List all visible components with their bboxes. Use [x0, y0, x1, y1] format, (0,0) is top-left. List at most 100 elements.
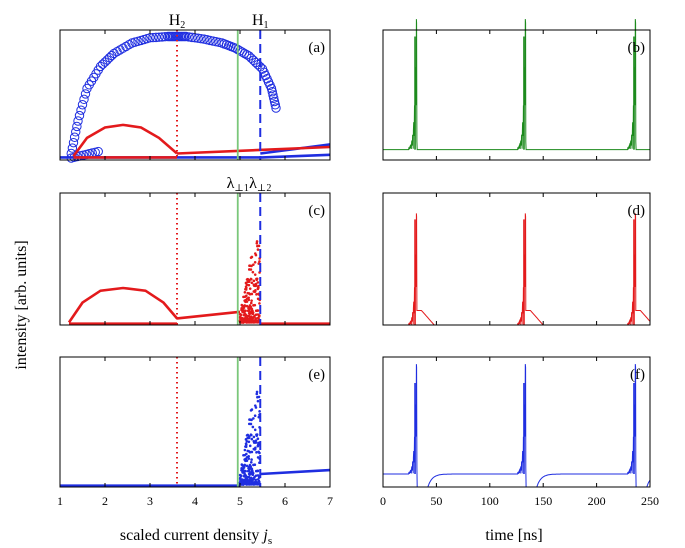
x-tick-label-e-0: 1: [57, 494, 63, 508]
orbit-circle: [67, 143, 78, 153]
panel-label-f: (f): [630, 367, 645, 383]
cloud-dot: [245, 440, 249, 443]
cloud-dot: [243, 314, 247, 317]
cloud-dot: [244, 309, 247, 313]
cloud-dot: [243, 472, 246, 476]
cloud-dot: [251, 425, 255, 429]
cloud-dot: [256, 395, 259, 399]
marker-label-sub-lambda_perp2: ⊥2: [257, 183, 271, 194]
cloud-dot: [250, 299, 253, 302]
orbit-circle: [68, 137, 79, 148]
x-axis-label-left-main: scaled current density: [120, 527, 264, 544]
marker-label-a-H1: H1: [252, 12, 269, 31]
cloud-dot: [250, 277, 253, 281]
cloud-dot: [257, 479, 261, 483]
cloud-dot: [248, 444, 252, 448]
cloud-dot: [255, 277, 258, 281]
cloud-dot: [253, 414, 257, 418]
x-tick-label-e-6: 7: [327, 494, 333, 508]
orbit-circle: [269, 93, 279, 103]
x-axis-label-left-var: j: [261, 527, 268, 544]
cloud-dot: [241, 310, 244, 314]
cloud-dot: [252, 435, 256, 439]
branch-red_line: [176, 310, 241, 320]
cloud-dot: [241, 319, 244, 322]
cloud-dot: [243, 448, 247, 452]
orbit-circle: [193, 33, 203, 43]
x-tick-label-e-3: 4: [192, 494, 198, 508]
cloud-dot: [250, 408, 254, 411]
cloud-dot: [254, 313, 258, 316]
orbit-circle: [268, 90, 278, 100]
cloud-dot: [241, 471, 244, 474]
cloud-dot: [245, 459, 249, 462]
cloud-dot: [243, 311, 246, 315]
cloud-dot: [250, 458, 253, 461]
orbit-circle: [148, 32, 158, 43]
cloud-dot: [257, 315, 261, 318]
cloud-dot: [252, 483, 256, 486]
branch-red_line: [176, 145, 331, 155]
cloud-dot: [239, 476, 242, 479]
cloud-dot: [252, 321, 256, 324]
cloud-dot: [245, 434, 249, 437]
marker-label-sub-lambda_perp1: ⊥1: [234, 183, 248, 194]
cloud-dot: [252, 284, 256, 288]
cloud-dot: [251, 469, 254, 473]
cloud-dot: [253, 428, 257, 432]
x-tick-label-f-2: 100: [481, 494, 499, 508]
cloud-dot: [249, 460, 253, 464]
x-tick-label-f-4: 200: [588, 494, 606, 508]
cloud-dot: [256, 297, 260, 301]
panel-f: 0 50 100 150 200 250 (f): [380, 356, 659, 508]
cloud-dot: [256, 469, 259, 473]
marker-label-c-lambda_perp2: λ⊥2: [249, 175, 271, 194]
trace-f: [383, 364, 651, 488]
panel-a: H2 H1(a): [59, 12, 331, 163]
cloud-dot: [250, 437, 254, 441]
orbit-circle: [79, 94, 89, 105]
cloud-dot: [248, 287, 252, 290]
cloud-dot: [243, 320, 246, 323]
cloud-dot: [247, 283, 251, 287]
orbit-circle: [77, 100, 88, 110]
x-tick-label-f-3: 150: [534, 494, 552, 508]
cloud-dot: [253, 303, 257, 307]
cloud-dot: [249, 264, 252, 268]
cloud-dot: [257, 284, 260, 288]
panel-a-frame: [59, 29, 331, 161]
cloud-dot: [241, 480, 244, 484]
cloud-dot: [256, 437, 260, 441]
cloud-dot: [251, 471, 255, 475]
cloud-dot: [252, 263, 255, 266]
cloud-dot: [248, 279, 251, 283]
cloud-dot: [256, 248, 260, 251]
cloud-dot: [245, 294, 248, 298]
cloud-dot: [239, 317, 242, 321]
cloud-dot: [258, 410, 261, 413]
x-tick-label-e-1: 2: [102, 494, 108, 508]
cloud-dot: [255, 293, 258, 296]
cloud-dot: [256, 399, 260, 403]
marker-label-sub-H2: 2: [180, 20, 185, 31]
cloud-dot: [255, 482, 259, 486]
panel-c-frame: [59, 192, 331, 326]
cloud-dot: [250, 292, 254, 296]
cloud-dot: [247, 296, 250, 300]
orbit-circle: [187, 32, 197, 43]
cloud-dot: [245, 300, 249, 303]
cloud-dot: [243, 458, 246, 461]
cloud-dot: [254, 318, 257, 322]
marker-label-main-lambda_perp1: λ: [227, 175, 235, 192]
cloud-dot: [249, 479, 252, 483]
panel-b-frame: [382, 29, 651, 161]
cloud-dot: [255, 392, 259, 396]
cloud-dot: [247, 422, 251, 426]
cloud-dot: [238, 312, 242, 316]
panel-label-a: (a): [308, 40, 325, 56]
cloud-dot: [255, 241, 259, 245]
cloud-dot: [256, 281, 260, 284]
orbit-circle: [69, 132, 80, 142]
cloud-dot: [238, 473, 242, 477]
